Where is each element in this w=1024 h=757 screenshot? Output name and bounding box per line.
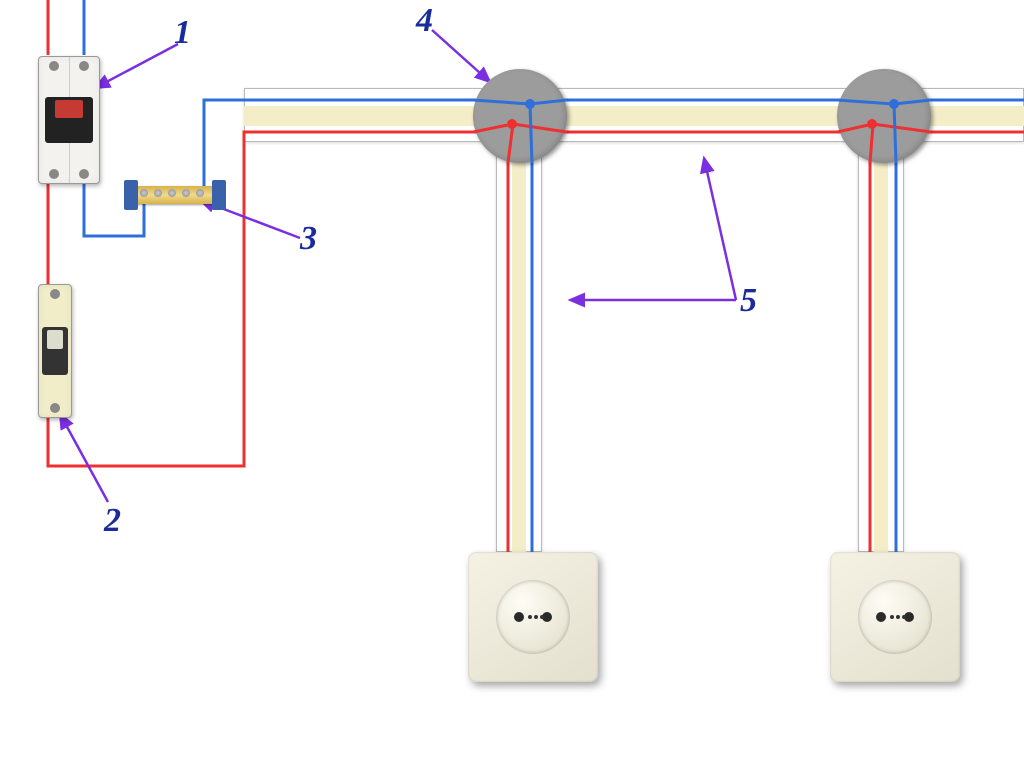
cable-drop-right-core <box>874 142 888 552</box>
label-5: 5 <box>740 282 757 320</box>
label-2: 2 <box>104 502 121 540</box>
junction-box-1 <box>473 69 567 163</box>
label-3: 3 <box>300 220 317 258</box>
label-1: 1 <box>174 14 191 52</box>
single-pole-breaker <box>38 284 72 418</box>
label-4: 4 <box>416 2 433 40</box>
neutral-busbar <box>132 186 218 204</box>
cable-drop-left-core <box>512 142 526 552</box>
diagram-canvas: 1 2 3 4 5 <box>0 0 1024 757</box>
double-pole-breaker <box>38 56 100 184</box>
socket-1 <box>468 552 598 682</box>
socket-2 <box>830 552 960 682</box>
junction-box-2 <box>837 69 931 163</box>
